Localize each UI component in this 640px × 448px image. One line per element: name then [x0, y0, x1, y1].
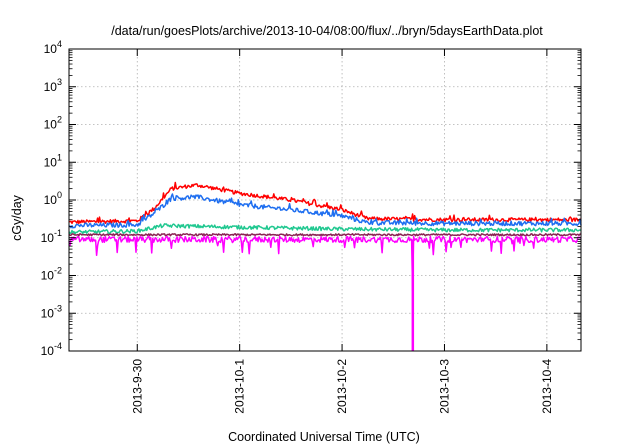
grid	[69, 49, 581, 351]
x-tick-label: 2013-9-30	[130, 359, 144, 414]
y-tick-label: 10-3	[41, 303, 62, 320]
series-line	[68, 233, 582, 237]
y-tick-label: 104	[44, 39, 62, 56]
y-tick-label: 101	[44, 152, 62, 169]
y-tick-label: 10-4	[41, 341, 62, 358]
plot-frame	[68, 48, 582, 352]
series-line	[68, 181, 582, 225]
x-tick-label: 2013-10-4	[540, 359, 554, 414]
chart-title: /data/run/goesPlots/archive/2013-10-04/0…	[111, 24, 543, 38]
y-tick-label: 100	[44, 190, 62, 207]
y-tick-label: 103	[44, 77, 62, 94]
y-tick-label: 10-1	[41, 228, 62, 245]
y-tick-label: 10-2	[41, 266, 62, 283]
x-tick-label: 2013-10-2	[335, 359, 349, 414]
axes: 10-4 10-3 10-2 10-1 100 101 102 103 104 2013-9-30…	[41, 39, 582, 414]
y-tick-label: 102	[44, 115, 62, 132]
x-tick-label: 2013-10-3	[437, 359, 451, 414]
series-line	[68, 235, 582, 292]
x-axis-label: Coordinated Universal Time (UTC)	[228, 430, 420, 444]
y-axis-label: cGy/day	[10, 194, 24, 241]
series-line	[68, 193, 582, 229]
x-tick-label: 2013-10-1	[233, 359, 247, 414]
data-series	[68, 181, 582, 351]
series-line	[68, 223, 582, 235]
